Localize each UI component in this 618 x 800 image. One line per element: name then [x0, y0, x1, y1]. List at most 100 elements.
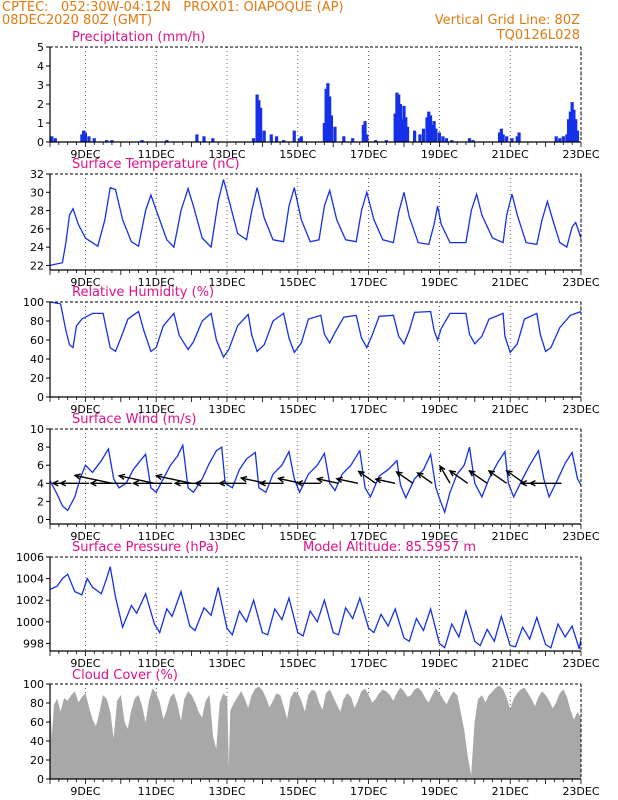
rh-xtick-label: 17DEC	[350, 403, 387, 416]
precip-bar	[251, 138, 256, 142]
cloud-xtick-label: 21DEC	[492, 785, 529, 798]
panel-precip: Precipitation (mm/h) 0 1 2 3 4 5 9DEC 11DEC 13DEC…	[37, 30, 600, 161]
precip-bar	[82, 130, 86, 142]
precip-ytick-label: 3	[37, 79, 44, 92]
wind-xtick-label: 15DEC	[279, 530, 316, 543]
cloud-title: Cloud Cover (%)	[72, 668, 178, 683]
precip-bar	[324, 88, 328, 142]
pressure-ytick-label: 1002	[16, 594, 44, 607]
precip-bar	[413, 130, 417, 142]
header-model-id: TQ0126L028	[496, 28, 580, 43]
wind-ytick-label: 6	[37, 459, 44, 472]
wind-arrow-shaft	[119, 475, 155, 484]
wind-arrow-head	[276, 476, 285, 483]
precip-bar	[570, 102, 574, 142]
precip-bar	[299, 136, 303, 142]
wind-arrow	[395, 471, 414, 484]
precip-bar	[322, 123, 326, 142]
precip-bar	[282, 140, 286, 142]
rh-xtick-label: 21DEC	[492, 403, 529, 416]
wind-arrow	[315, 476, 339, 484]
wind-arrow-head	[468, 469, 476, 477]
precip-bar	[326, 83, 330, 142]
rh-ytick-label: 0	[37, 391, 44, 404]
header: CPTEC: 052:30W-04:12N PROX01: OIAPOQUE (…	[2, 0, 580, 43]
rh-ytick-label: 20	[30, 372, 44, 385]
precip-bar	[441, 136, 445, 142]
precip-ytick-label: 5	[37, 41, 44, 54]
precip-bar	[351, 138, 355, 142]
wind-ytick-label: 2	[37, 495, 44, 508]
wind-arrow-shaft	[469, 470, 488, 484]
wind-arrow-shaft	[439, 465, 451, 484]
wind-arrow-head	[89, 480, 97, 487]
wind-arrow-shaft	[156, 475, 192, 484]
precip-bar	[567, 119, 571, 142]
wind-arrow-head	[154, 473, 163, 481]
temp-ytick-label: 30	[30, 186, 44, 199]
precip-bar	[398, 104, 403, 142]
precip-bar	[393, 113, 397, 142]
precip-bar	[333, 126, 337, 142]
wind-arrow	[258, 480, 284, 487]
precip-bar	[259, 107, 263, 142]
wind-arrow-shaft	[74, 474, 113, 484]
precip-bar	[574, 119, 578, 142]
wind-arrow-head	[395, 471, 403, 478]
temp-xtick-label: 17DEC	[350, 276, 387, 289]
precip-bar	[517, 132, 521, 142]
wind-arrow	[505, 469, 525, 484]
precip-bar	[255, 94, 259, 142]
panel-wind: Surface Wind (m/s) 0 2 4 6 8 10 9DEC 11DEC 13DEC 1…	[30, 412, 600, 543]
cloud-xtick-label: 13DEC	[208, 785, 245, 798]
pressure-xtick-label: 11DEC	[138, 657, 175, 670]
precip-bar	[558, 138, 562, 142]
wind-arrow-head	[439, 464, 446, 473]
precip-bar	[105, 140, 109, 142]
precip-xtick-label: 23DEC	[562, 148, 599, 161]
wind-arrow	[416, 472, 433, 484]
wind-arrow-shaft	[449, 470, 469, 484]
rh-xtick-label: 19DEC	[421, 403, 458, 416]
precip-xtick-label: 11DEC	[138, 148, 175, 161]
wind-xtick-label: 21DEC	[492, 530, 529, 543]
wind-arrow-head	[73, 473, 81, 480]
precip-bar	[425, 117, 429, 142]
precip-bar	[402, 105, 406, 142]
pressure-ytick-label: 1000	[16, 616, 44, 629]
rh-title: Relative Humidity (%)	[72, 285, 214, 300]
precip-bar	[444, 138, 449, 142]
rh-ytick-label: 40	[30, 353, 44, 366]
wind-title: Surface Wind (m/s)	[72, 412, 196, 427]
wind-arrow	[374, 477, 396, 484]
panel-temp: Surface Temperature (nC) 22 24 26 28 30 32 9DEC…	[30, 157, 600, 289]
wind-arrow	[439, 464, 451, 484]
wind-arrow-head	[117, 473, 126, 481]
wind-ytick-label: 8	[37, 441, 44, 454]
precip-bar	[269, 134, 273, 142]
header-date: 08DEC2020 80Z (GMT)	[2, 13, 152, 28]
precip-bar	[505, 136, 509, 142]
precip-xtick-label: 9DEC	[70, 148, 100, 161]
precip-xtick-label: 17DEC	[350, 148, 387, 161]
rh-xtick-label: 23DEC	[562, 403, 599, 416]
cloud-xtick-label: 23DEC	[562, 785, 599, 798]
wind-arrow	[217, 480, 247, 487]
wind-arrow	[335, 476, 359, 484]
precip-xtick-label: 21DEC	[492, 148, 529, 161]
temp-ytick-label: 22	[30, 259, 44, 272]
precip-bar	[83, 132, 87, 142]
precip-bar	[561, 136, 565, 142]
pressure-xtick-label: 23DEC	[562, 657, 599, 670]
precip-bar	[400, 119, 404, 142]
cloud-xtick-label: 17DEC	[350, 785, 387, 798]
precip-ytick-label: 1	[37, 117, 44, 130]
precip-bar	[430, 124, 434, 142]
cloud-xtick-label: 11DEC	[138, 785, 175, 798]
temp-xtick-label: 23DEC	[562, 276, 599, 289]
precip-bar	[328, 96, 332, 142]
wind-arrow-head	[528, 480, 536, 487]
pressure-xtick-label: 21DEC	[492, 657, 529, 670]
wind-xtick-label: 9DEC	[70, 530, 100, 543]
